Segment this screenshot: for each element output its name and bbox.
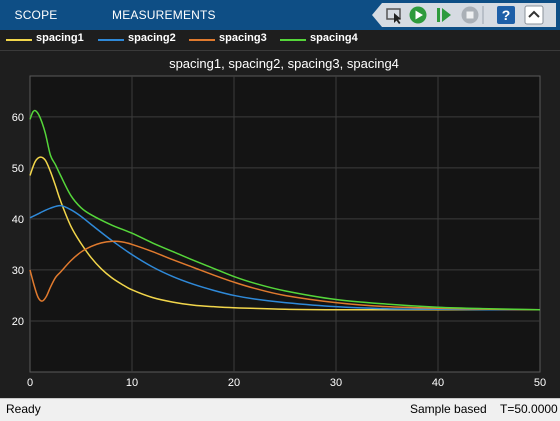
series-line-spacing1 [29, 156, 540, 311]
tab-scope[interactable]: SCOPE [14, 8, 58, 22]
line-chart[interactable]: spacing1, spacing2, spacing3, spacing4 0… [0, 51, 560, 397]
help-icon[interactable]: ? [496, 5, 516, 25]
legend-swatch [189, 39, 215, 41]
y-tick-label: 30 [12, 265, 24, 277]
x-tick-label: 50 [534, 377, 546, 389]
legend-divider [0, 50, 560, 51]
svg-text:?: ? [502, 7, 511, 23]
legend-swatch [98, 39, 124, 41]
status-text: Ready [6, 402, 41, 416]
tick-labels: 0 10 20 30 40 50 20 30 40 50 60 [12, 112, 546, 389]
status-bar: Ready Sample based T=50.0000 [0, 398, 560, 421]
legend-label: spacing1 [36, 32, 84, 44]
legend-swatch [6, 39, 32, 41]
y-tick-label: 40 [12, 214, 24, 226]
y-tick-label: 60 [12, 112, 24, 124]
x-tick-label: 0 [27, 377, 33, 389]
run-icon[interactable] [408, 5, 428, 25]
x-tick-label: 30 [330, 377, 342, 389]
collapse-icon[interactable] [524, 5, 544, 25]
x-tick-label: 20 [228, 377, 240, 389]
stop-icon[interactable] [460, 5, 480, 25]
legend-label: spacing3 [219, 32, 267, 44]
highlight-signal-icon[interactable] [384, 5, 404, 25]
series-line-spacing2 [29, 204, 541, 311]
y-tick-label: 20 [12, 316, 24, 328]
step-forward-icon[interactable] [434, 5, 454, 25]
series-lines [29, 109, 541, 311]
grid [30, 76, 540, 372]
sample-mode: Sample based [410, 402, 487, 416]
tab-measurements[interactable]: MEASUREMENTS [112, 8, 216, 22]
y-tick-label: 50 [12, 163, 24, 175]
x-tick-label: 10 [126, 377, 138, 389]
legend-swatch [280, 39, 306, 41]
plot-area[interactable] [29, 75, 541, 373]
legend-label: spacing4 [310, 32, 358, 44]
x-tick-label: 40 [432, 377, 444, 389]
series-line-spacing3 [29, 240, 541, 311]
scope-display[interactable]: spacing1, spacing2, spacing3, spacing4 0… [0, 51, 560, 397]
quick-access-toolbar: ? [372, 3, 556, 27]
legend-label: spacing2 [128, 32, 176, 44]
chart-title: spacing1, spacing2, spacing3, spacing4 [169, 56, 399, 71]
simulation-time: T=50.0000 [500, 402, 558, 416]
series-line-spacing4 [29, 109, 541, 311]
toolstrip: SCOPE MEASUREMENTS ? [0, 0, 560, 30]
legend: spacing1 spacing2 spacing3 spacing4 [0, 30, 560, 50]
